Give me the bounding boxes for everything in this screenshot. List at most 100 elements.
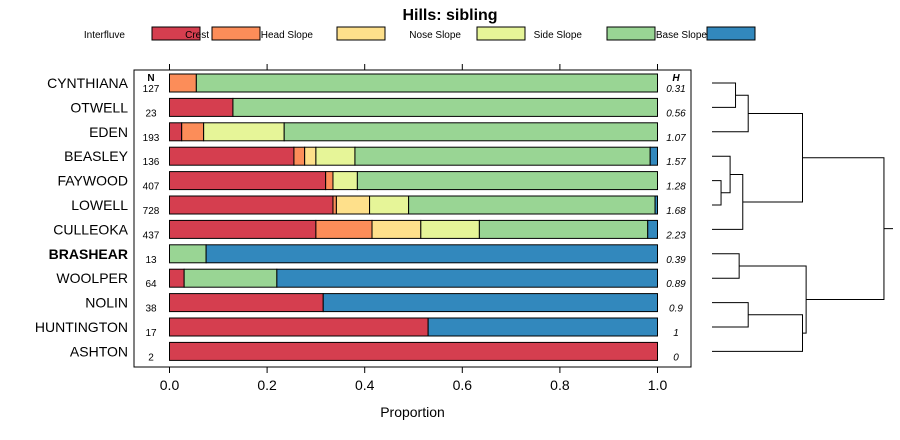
category-label: CYNTHIANA (47, 75, 129, 91)
bar-segment (169, 219, 317, 239)
n-label: 64 (145, 279, 157, 290)
category-label: LOWELL (71, 197, 128, 213)
plot-frame (133, 69, 692, 368)
dendrogram-link (742, 113, 803, 203)
bar-segment (371, 219, 422, 239)
dendrogram (712, 82, 893, 352)
category-label: NOLIN (85, 295, 128, 311)
category-label: FAYWOOD (57, 173, 128, 189)
n-label: 127 (143, 84, 160, 95)
bar-segment (181, 122, 205, 142)
bar-segment (332, 171, 358, 191)
bars-layer (169, 73, 659, 361)
legend-swatch (336, 26, 386, 41)
h-label: 2.23 (665, 230, 686, 241)
legend-label: Head Slope (261, 30, 314, 41)
bar-segment (169, 341, 658, 361)
n-label: 23 (145, 108, 157, 119)
category-label: WOOLPER (56, 270, 128, 286)
x-axis-label: Proportion (380, 404, 445, 420)
dendrogram-link (712, 180, 722, 206)
legend-label: Crest (185, 30, 209, 41)
legend-swatch (151, 26, 201, 41)
h-label: 1.57 (666, 157, 686, 168)
legend-swatch (606, 26, 656, 41)
bar-segment (315, 146, 356, 166)
h-label: 1.28 (666, 182, 686, 193)
h-label: 1.68 (666, 206, 686, 217)
bar-segment (169, 293, 324, 313)
bar-segment (335, 195, 371, 215)
bar-segment (654, 195, 658, 215)
bar-segment (283, 122, 658, 142)
h-labels: 0.31 0.56 1.07 1.57 1.28 1.68 2.23 0.39 0.89 0.9 1… (665, 84, 686, 363)
x-tick-label: 1.0 (648, 377, 668, 393)
dendrogram-link (712, 302, 749, 328)
h-label: 1.07 (666, 133, 686, 144)
bar-segment (195, 73, 658, 93)
category-label: EDEN (89, 124, 128, 140)
n-label: 728 (143, 206, 160, 217)
bar-segment (169, 171, 327, 191)
n-label: 407 (143, 182, 160, 193)
bar-segment (478, 219, 649, 239)
bar-segment (205, 244, 658, 264)
n-labels: 127 23 193 136 407 728 437 13 64 38 17 2 (143, 84, 160, 363)
bar-segment (293, 146, 306, 166)
category-label: BEASLEY (64, 148, 128, 164)
h-label: 0.39 (666, 255, 686, 266)
category-label: BRASHEAR (49, 246, 128, 262)
bar-segment (408, 195, 656, 215)
bar-segment (276, 268, 658, 288)
h-label: 0.31 (666, 84, 685, 95)
bar-segment (169, 146, 295, 166)
bar-segment (322, 293, 658, 313)
dendrogram-link (739, 265, 807, 334)
bar-segment (203, 122, 285, 142)
n-label: 38 (145, 304, 157, 315)
x-axis: 0.0 0.2 0.4 0.6 0.8 1.0 (160, 64, 668, 393)
bar-segment (169, 317, 429, 337)
bar-segment (232, 97, 658, 117)
n-label: 437 (143, 230, 160, 241)
h-label: 1 (673, 328, 679, 339)
n-label: 17 (145, 328, 157, 339)
category-label: CULLEOKA (53, 221, 128, 237)
legend-label: Side Slope (534, 30, 583, 41)
legend-label: Base Slope (656, 30, 708, 41)
x-tick-label: 0.6 (453, 377, 473, 393)
bar-segment (420, 219, 480, 239)
n-label: 193 (143, 133, 160, 144)
bar-segment (169, 268, 185, 288)
bar-segment (369, 195, 410, 215)
n-header: N (147, 73, 154, 84)
bar-segment (354, 146, 651, 166)
bar-segment (647, 219, 658, 239)
dendrogram-link (712, 174, 744, 230)
bar-segment (332, 195, 337, 215)
category-labels: CYNTHIANA OTWELL EDEN BEASLEY FAYWOOD LOWELL C… (35, 75, 129, 359)
category-label: OTWELL (70, 99, 128, 115)
legend-swatch (476, 26, 526, 41)
chart-title: Hills: sibling (402, 7, 497, 24)
dendrogram-link (802, 157, 885, 301)
category-label: HUNTINGTON (35, 319, 128, 335)
dendrogram-link (712, 82, 737, 108)
x-tick-label: 0.4 (355, 377, 375, 393)
x-tick-label: 0.8 (550, 377, 570, 393)
bar-segment (304, 146, 317, 166)
bar-segment (427, 317, 659, 337)
h-label: 0.56 (666, 108, 686, 119)
bar-segment (356, 171, 658, 191)
category-label: ASHTON (70, 343, 128, 359)
bar-segment (183, 268, 278, 288)
h-label: 0.89 (666, 279, 686, 290)
x-tick-label: 0.0 (160, 377, 180, 393)
dendrogram-link (712, 314, 803, 352)
dendrogram-link (712, 253, 740, 279)
h-label: 0 (673, 352, 679, 363)
legend: Interfluve Crest Head Slope Nose Slope Side … (84, 26, 756, 41)
legend-label: Nose Slope (409, 30, 461, 41)
h-label: 0.9 (669, 304, 683, 315)
